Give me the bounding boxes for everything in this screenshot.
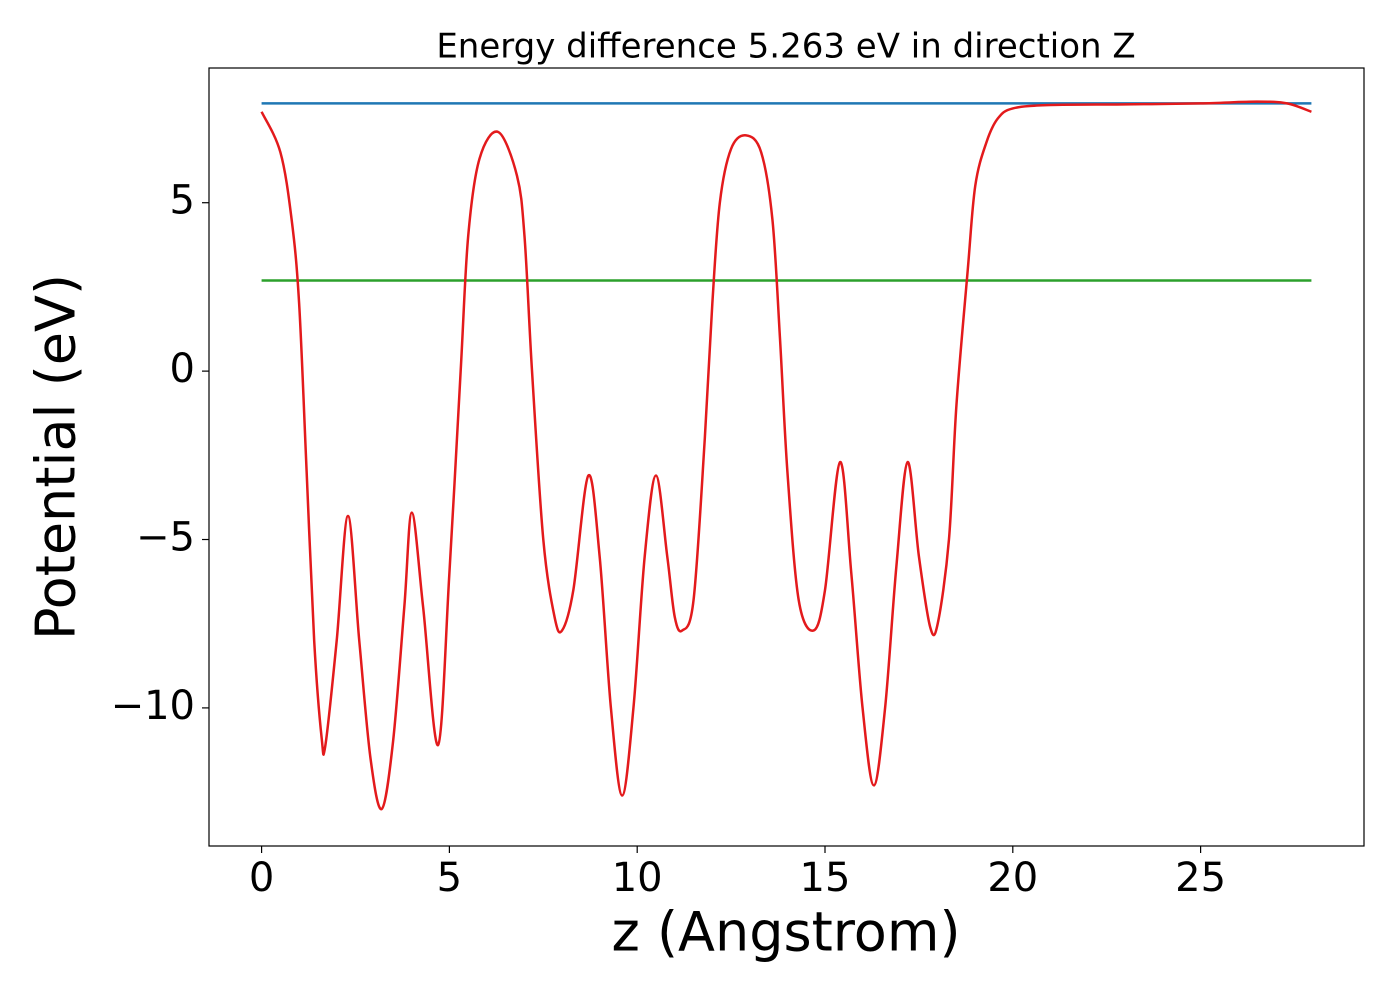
x-axis-label: z (Angstrom) <box>611 901 960 964</box>
y-tick-label: 5 <box>170 178 195 224</box>
x-tick-label: 15 <box>800 855 851 901</box>
chart-title: Energy difference 5.263 eV in direction … <box>436 27 1135 67</box>
y-axis-label: Potential (eV) <box>25 274 88 640</box>
y-tick-label: −10 <box>111 683 195 729</box>
x-tick-label: 25 <box>1175 855 1226 901</box>
x-tick-label: 10 <box>612 855 663 901</box>
x-tick-label: 0 <box>249 855 274 901</box>
data-line <box>260 100 1312 811</box>
x-tick-label: 20 <box>987 855 1038 901</box>
y-tick-label: 0 <box>170 346 195 392</box>
plot-frame <box>208 67 1365 847</box>
x-tick-label: 5 <box>437 855 462 901</box>
y-tick-label: −5 <box>136 515 195 561</box>
